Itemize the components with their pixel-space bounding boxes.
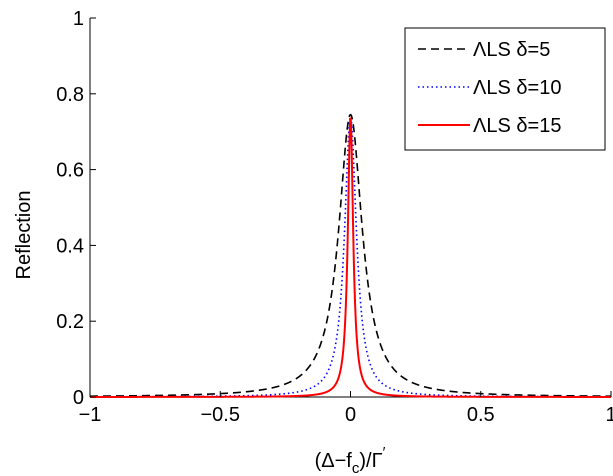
x-tick-label: −0.5 <box>201 404 240 426</box>
x-tick-label: 1 <box>605 404 613 426</box>
legend-label-1: ΛLS δ=5 <box>473 39 550 61</box>
x-axis-label-sub: c <box>352 460 360 476</box>
y-tick-label: 0.6 <box>56 160 84 182</box>
series-layer <box>89 113 612 398</box>
series-line-1 <box>89 113 612 397</box>
y-tick-label: 0.2 <box>56 311 84 333</box>
x-tick-label: 0 <box>345 404 356 426</box>
y-tick-label: 0 <box>73 387 84 409</box>
y-axis-label: Reflection <box>13 191 35 280</box>
x-axis-label-rest: )/Γ <box>359 450 382 472</box>
legend-label-3: ΛLS δ=15 <box>473 115 561 137</box>
x-axis-label-main: (Δ−f <box>315 450 353 472</box>
y-tick-label: 0.4 <box>56 235 84 257</box>
legend: ΛLS δ=5 ΛLS δ=10 ΛLS δ=15 <box>404 27 606 151</box>
x-tick-label: −1 <box>79 404 102 426</box>
x-axis-label: (Δ−fc)/Γ′ <box>315 444 386 476</box>
ticks: −1 −0.5 0 0.5 1 0 0.2 0.4 0.6 0.8 1 <box>56 8 613 426</box>
x-axis-label-sup: ′ <box>383 444 386 461</box>
series-line-2 <box>90 115 611 398</box>
y-tick-label: 0.8 <box>56 84 84 106</box>
legend-label-2: ΛLS δ=10 <box>473 77 561 99</box>
series-line-3 <box>89 117 612 398</box>
y-tick-label: 1 <box>73 8 84 30</box>
x-tick-label: 0.5 <box>467 404 495 426</box>
